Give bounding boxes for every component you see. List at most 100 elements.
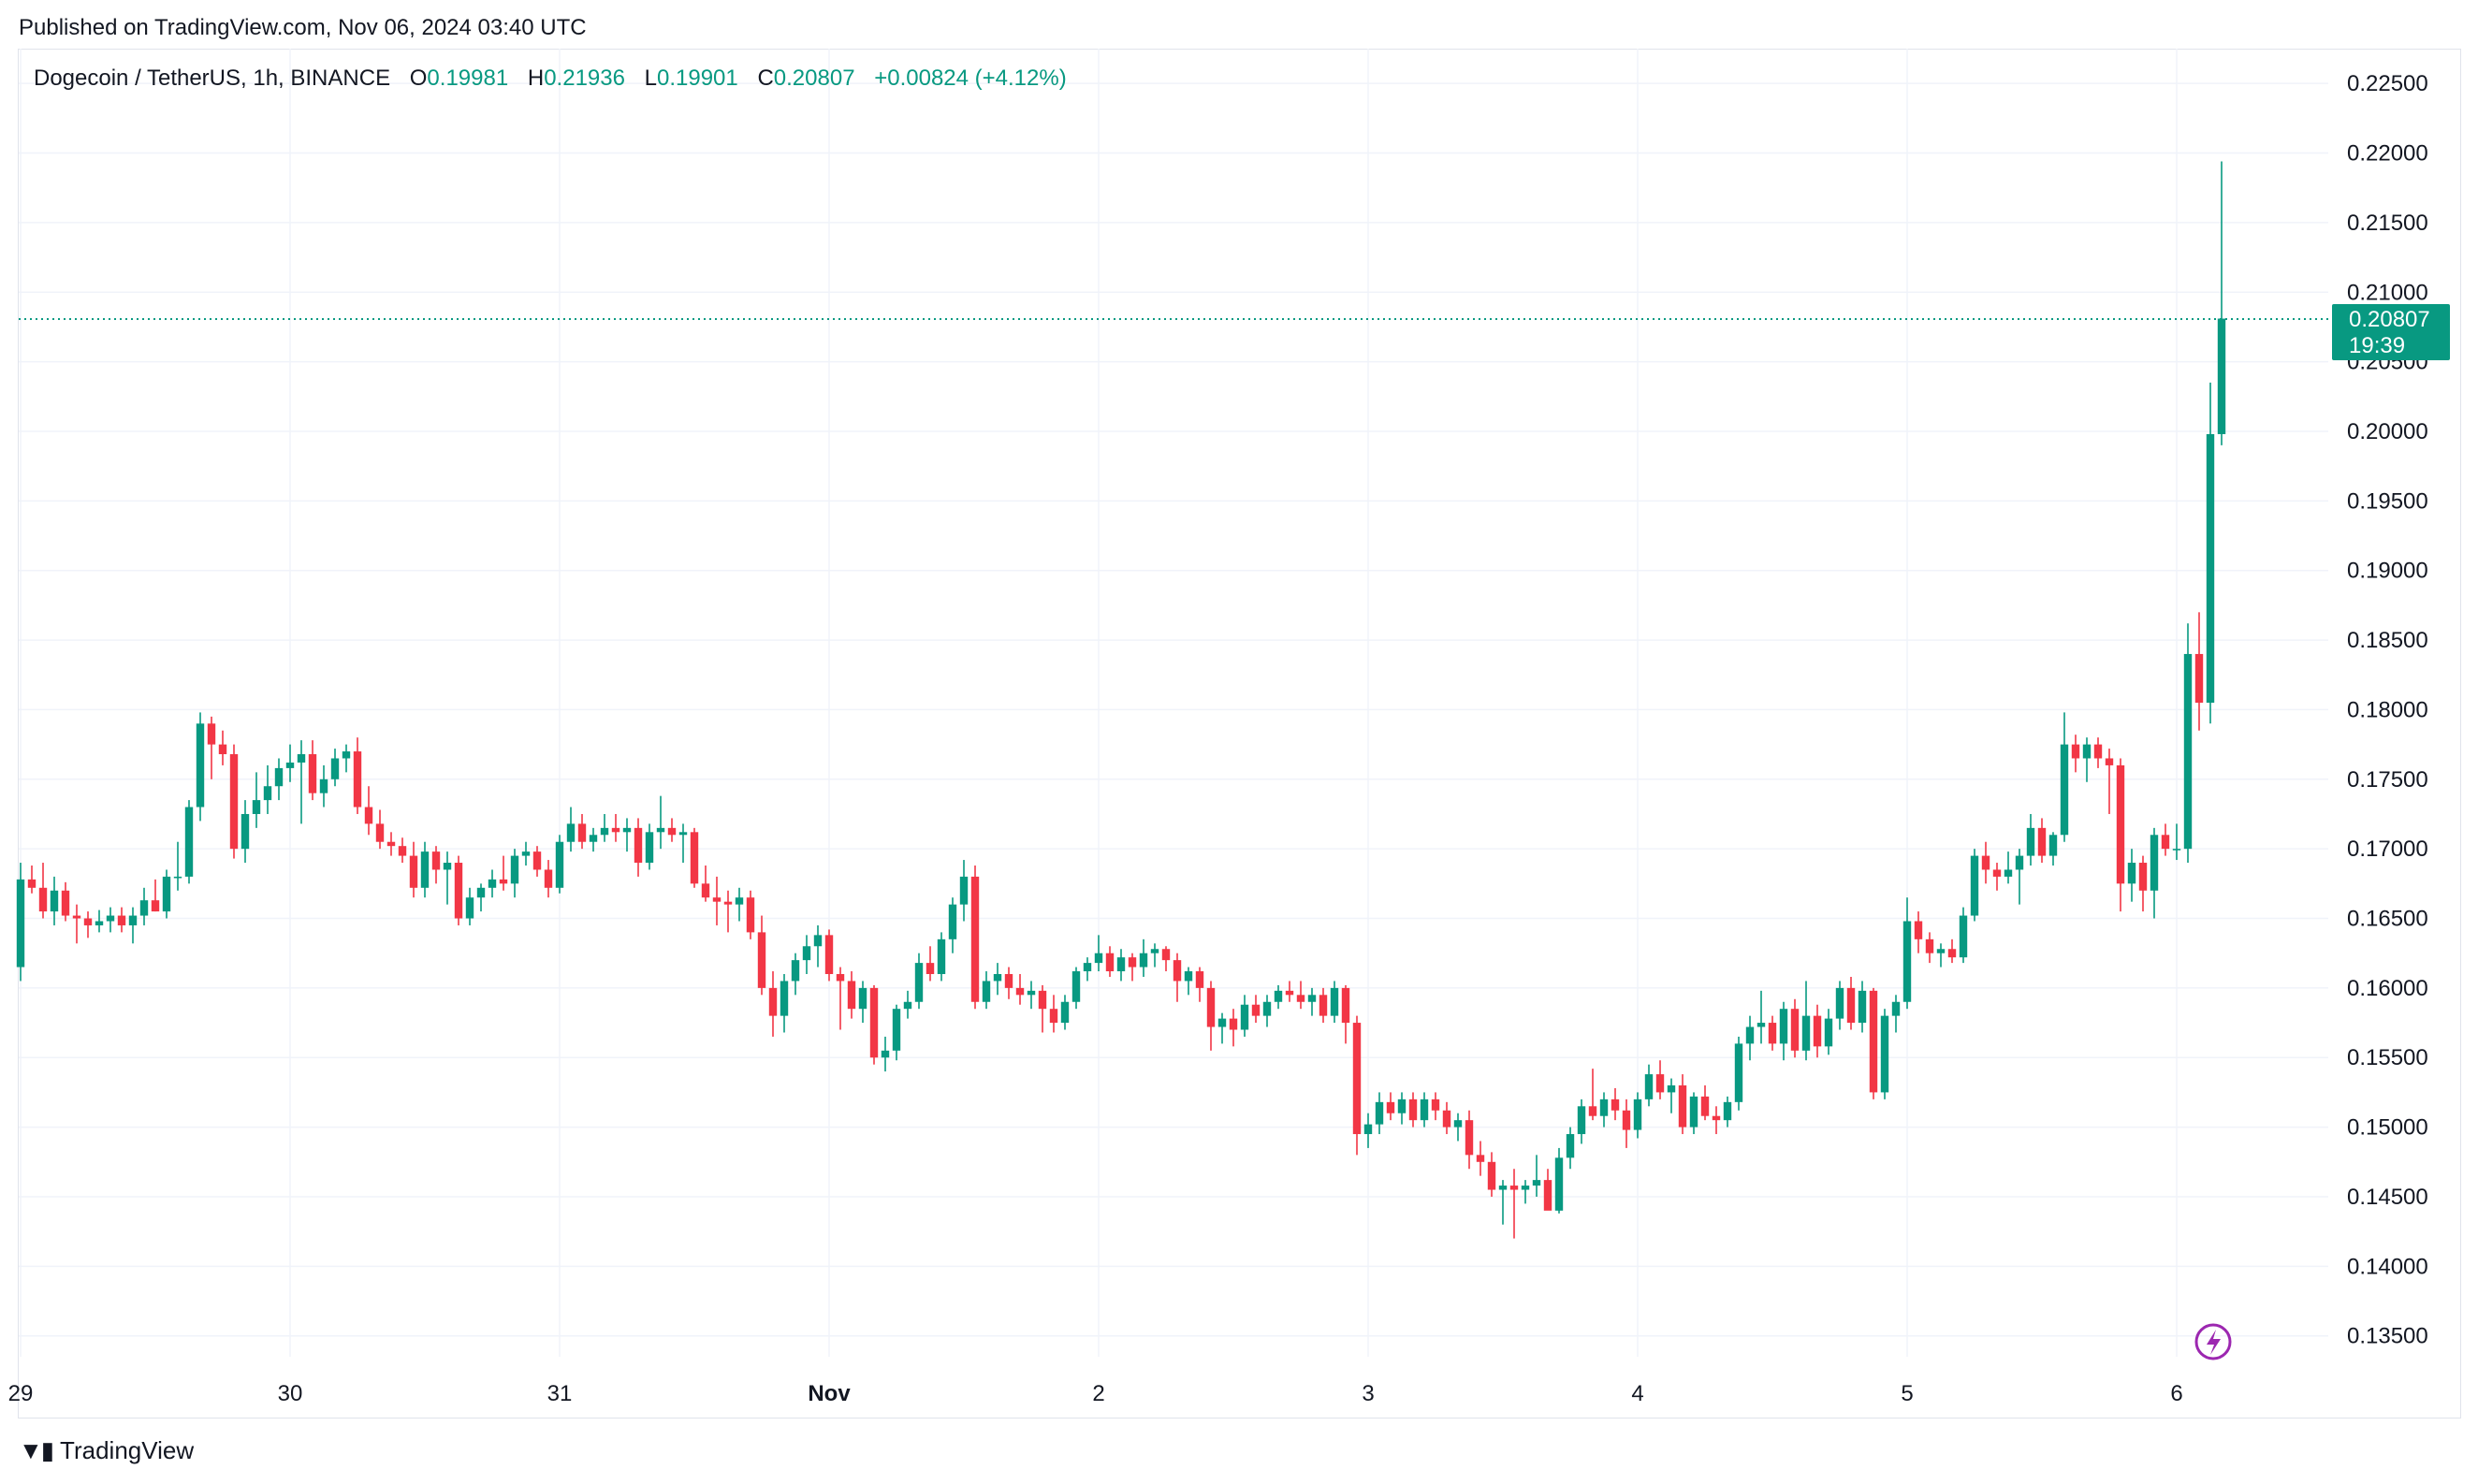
- price-tick-label: 0.19500: [2347, 488, 2428, 514]
- candle-body: [903, 1001, 912, 1010]
- countdown-value: 19:39: [2349, 333, 2405, 358]
- candle-body: [2026, 827, 2035, 856]
- candle: [926, 946, 935, 982]
- candle: [881, 1036, 890, 1072]
- price-tick-label: 0.19000: [2347, 559, 2428, 584]
- time-axis: 29 30 31 Nov 2 3 4 5 6: [8, 1381, 2183, 1406]
- candle: [1251, 995, 1261, 1024]
- candle-body: [757, 932, 766, 988]
- candle-body: [1038, 990, 1047, 1010]
- candle-body: [1375, 1101, 1384, 1125]
- candle: [1566, 1127, 1575, 1170]
- candle: [1465, 1110, 1474, 1170]
- candle-body: [1689, 1096, 1698, 1128]
- chart-frame[interactable]: [18, 49, 2461, 1419]
- last-price-value: 0.20807: [2349, 307, 2430, 332]
- candle: [285, 744, 295, 782]
- tradingview-logo[interactable]: ▼▮ TradingView: [19, 1436, 194, 1465]
- candle: [106, 907, 115, 933]
- symbol-name: Dogecoin / TetherUS, 1h, BINANCE: [34, 65, 391, 91]
- candle-body: [50, 890, 59, 912]
- candle-body: [1184, 971, 1193, 982]
- candle: [735, 887, 744, 922]
- candle-body: [364, 807, 373, 824]
- candle-body: [1768, 1023, 1777, 1044]
- candle: [409, 841, 418, 898]
- time-tick-label: 3: [1362, 1381, 1374, 1406]
- candle-body: [1801, 1015, 1811, 1051]
- candle-body: [2015, 855, 2024, 870]
- candle-body: [1554, 1157, 1564, 1211]
- candle-body: [521, 851, 531, 856]
- candle: [1745, 1015, 1755, 1061]
- symbol-legend[interactable]: Dogecoin / TetherUS, 1h, BINANCE O0.1998…: [34, 65, 1080, 92]
- candle: [1330, 981, 1339, 1024]
- candle-body: [229, 754, 239, 850]
- price-tick-label: 0.15500: [2347, 1045, 2428, 1070]
- candle: [1420, 1092, 1429, 1128]
- candle: [353, 737, 362, 814]
- candle: [1891, 995, 1901, 1033]
- candle: [2015, 849, 2024, 905]
- candle-body: [589, 835, 598, 842]
- candle: [1498, 1180, 1508, 1225]
- candle-body: [1622, 1110, 1631, 1130]
- flash-icon-bolt: [2207, 1330, 2221, 1355]
- time-tick-label: 6: [2170, 1381, 2182, 1406]
- candle: [139, 887, 149, 925]
- price-tick-label: 0.16000: [2347, 976, 2428, 1001]
- candle-body: [2217, 318, 2226, 434]
- candle: [1229, 1009, 1238, 1047]
- candle-body: [645, 832, 654, 864]
- candle-body: [1015, 987, 1025, 996]
- candle: [1217, 1012, 1227, 1044]
- candle-body: [566, 823, 576, 842]
- candle: [645, 823, 654, 870]
- candle: [1622, 1098, 1631, 1148]
- candle: [263, 764, 272, 814]
- candle: [72, 904, 81, 944]
- candle-body: [2206, 433, 2215, 703]
- candle-body: [2105, 758, 2114, 765]
- candle: [1801, 981, 1811, 1061]
- candle: [2082, 737, 2092, 782]
- candle-body: [735, 897, 744, 905]
- candle-body: [1902, 921, 1912, 1002]
- candle-body: [83, 918, 93, 925]
- candle-body: [263, 786, 272, 801]
- candle: [1285, 981, 1294, 1002]
- candle-body: [1465, 1120, 1474, 1156]
- candle: [589, 827, 598, 852]
- candle-body: [1936, 949, 1946, 953]
- candle-body: [847, 981, 856, 1010]
- candle-body: [2172, 849, 2181, 851]
- candle-body: [1173, 960, 1182, 982]
- candle: [1397, 1092, 1407, 1125]
- candle-body: [1891, 1001, 1901, 1016]
- candle: [1813, 1004, 1822, 1058]
- candle: [1790, 998, 1800, 1058]
- candle: [1521, 1180, 1530, 1204]
- candle: [308, 740, 317, 801]
- open-value: 0.19981: [427, 65, 509, 91]
- candle-body: [836, 974, 845, 982]
- candle: [1611, 1087, 1620, 1121]
- candle: [2127, 849, 2136, 902]
- candle: [1071, 967, 1081, 1010]
- candle: [701, 866, 710, 902]
- candle-body: [1611, 1098, 1620, 1111]
- candle-body: [1476, 1155, 1485, 1162]
- candle-body: [1150, 949, 1159, 953]
- candle-body: [353, 751, 362, 807]
- candle: [1296, 981, 1305, 1010]
- candle-body: [2150, 835, 2159, 891]
- candle-body: [476, 887, 486, 898]
- candle: [746, 890, 755, 939]
- candle: [656, 795, 665, 850]
- candle: [2161, 823, 2170, 856]
- candle: [1341, 984, 1350, 1044]
- candle: [1869, 987, 1878, 1099]
- candle-body: [622, 827, 632, 833]
- candle: [2093, 737, 2103, 768]
